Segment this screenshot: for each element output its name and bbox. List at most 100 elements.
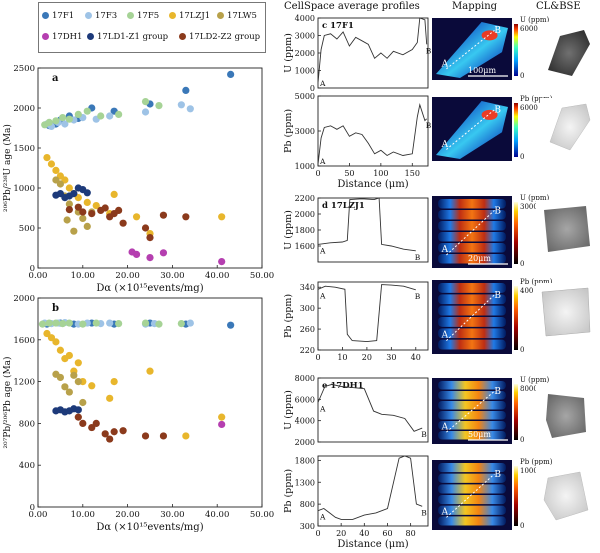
colorbar-element: Pb (ppm) [520,95,553,103]
data-point [92,419,100,427]
data-point [83,107,91,115]
y-axis-label: Pb (ppm) [283,294,294,338]
endpoint-a: A [319,513,326,522]
legend: 17F1 17F3 17F5 17LZJ1 17LW5 17DH1 17LD1-Z1 gro… [38,2,266,53]
x-tick-label: 40 [411,353,421,362]
x-tick-label: 50 [344,169,354,178]
x-tick-label: 20 [362,353,372,362]
y-tick-label: 800 [19,419,35,429]
data-point [47,160,56,168]
data-point [218,213,226,221]
chart-a: 0 500 1000 1500 2000 2500 0.00 10.00 20.00 30.00 4… [2,64,274,294]
y-tick-label: 340 [300,283,315,292]
chart-c-U: 0 1000 2000 3000 4000 U (ppm) c 17F1 A B [283,14,432,93]
x-tick-label: 0 [315,529,320,538]
data-point [141,432,150,440]
data-point [146,234,154,242]
chart-d-Pb: 220 260 300 340 0 10 20 30 40 Pb (ppm) A B [283,281,429,362]
profiles-header: CellSpace average profiles [284,1,420,12]
bse-image-17f1 [540,98,596,154]
data-point [106,435,114,443]
plot-frame [37,67,263,269]
data-point [79,214,87,222]
data-point [65,206,73,214]
legend-label: 17DH1 [52,32,83,42]
data-point [79,419,87,427]
endpoint-b: B [415,253,421,262]
legend-marker [42,32,49,40]
data-point [65,319,73,327]
data-point [61,383,69,391]
endpoint-b: B [426,121,432,130]
x-axis-label: Dα (×10¹⁵events/mg) [96,522,203,533]
colorbar [514,466,518,526]
y-tick-label: 400 [19,461,35,471]
data-point [110,428,118,436]
data-point [65,388,73,396]
map-label-b: B [494,26,501,36]
chart-b: 0 400 800 1200 1600 2000 0.00 10.00 20.00 30.00 40… [2,294,274,533]
map-c-Pb: A B Pb (ppm)6000 0 [432,95,553,161]
y-tick-label: 2000 [295,438,315,447]
colorbar [514,24,518,76]
colorbar [514,202,518,264]
data-point [115,320,123,328]
data-point [141,319,150,327]
map-c-U: A B 100μm U (ppm)6000 0 [432,16,549,80]
colorbar-min: 0 [520,72,524,80]
colorbar-element: Pb (ppm) [520,458,553,466]
y-tick-label: 260 [300,325,315,334]
y-tick-label: 1000 [295,67,315,76]
legend-item: 17LW5 [217,9,257,24]
y-tick-label: 500 [19,224,35,234]
data-point [52,338,60,346]
x-tick-label: 30 [386,353,396,362]
data-point [186,105,194,113]
colorbar-max: 6000 [520,25,538,33]
data-point [79,398,87,407]
data-point [43,154,51,162]
data-point [101,430,109,438]
y-axis-label: ²⁰⁷Pb/²⁰⁶Pb age (Ma) [2,356,13,448]
cl-bse-images [536,22,596,525]
plot-frame [317,281,429,351]
data-point [74,359,82,367]
endpoint-a: A [319,246,326,255]
y-tick-label: 1200 [13,378,35,388]
data-point [101,204,109,212]
data-point [227,70,235,78]
legend-label: 17F1 [52,11,75,21]
chart-e-Pb: 300 800 1300 1800 0 20 40 60 80 Pb (ppm) Distance … [283,455,429,550]
profile-line [317,103,428,165]
x-tick-label: 10 [337,353,347,362]
map-e-Pb: A B Pb (ppm)1000 0 [432,458,553,530]
y-tick-label: 1600 [13,336,35,346]
endpoint-b: B [415,292,421,301]
profile-line [317,383,423,432]
data-point [74,413,82,421]
x-tick-label: 20 [336,529,346,538]
chart-c-Pb: 1000 3000 5000 0 50 100 150 Pb (ppm) Distance (μ… [283,92,432,190]
data-point [155,102,163,110]
x-tick-label: 10.00 [71,510,95,520]
colorbar [514,286,518,350]
y-tick-label: 1000 [13,184,35,194]
panel-title: b [52,303,59,314]
y-tick-label: 4000 [295,417,315,426]
x-tick-label: 30.00 [160,271,184,281]
data-point [52,166,60,174]
colorbar-max: 8000 [520,385,538,393]
map-d-Pb: A B Pb (ppm)400 0 [432,278,553,354]
data-point [146,254,154,262]
map-label-b: B [494,387,501,397]
x-tick-label: 80 [406,529,416,538]
data-point [119,219,127,227]
data-point [61,120,69,128]
plot-frame [37,297,263,508]
data-point [79,208,87,216]
map-label-a: A [441,422,449,432]
data-point [119,427,127,435]
data-point [74,378,82,386]
panel-title: c 17F1 [322,21,354,31]
y-axis-label: Pb (ppm) [283,109,294,153]
